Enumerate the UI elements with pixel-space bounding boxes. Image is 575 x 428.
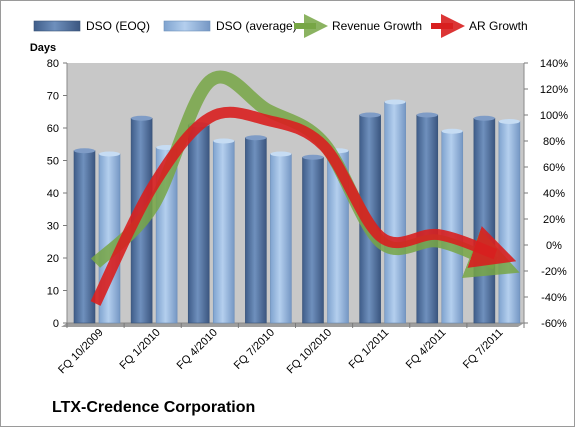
y2-tick-label: 20% — [543, 214, 565, 226]
bar-dso-average — [270, 153, 292, 324]
bar-cap — [441, 128, 463, 134]
y2-tick-label: 100% — [540, 110, 568, 122]
bars — [73, 99, 521, 324]
bar-cap — [473, 115, 495, 121]
y-tick-label: 50 — [47, 156, 59, 168]
legend-ar-growth: AR Growth — [431, 14, 528, 38]
y2-tick-label: -20% — [541, 266, 567, 278]
bar-dso-eoq — [187, 124, 210, 324]
bar-cap — [302, 154, 324, 160]
x-tick-label: FQ 4/2011 — [404, 327, 449, 372]
x-tick-label: FQ 7/2011 — [461, 327, 506, 372]
bar-dso-average — [384, 101, 406, 324]
bar-cap — [99, 151, 120, 157]
x-tick-label: FQ 10/2009 — [56, 327, 106, 377]
growth-lines — [90, 70, 520, 306]
revenue-growth-line — [90, 70, 520, 279]
ar-growth-line — [90, 106, 517, 306]
legend-swatch — [33, 20, 81, 32]
bar-dso-eoq — [73, 150, 96, 324]
y-tick-label: 0 — [53, 318, 59, 330]
bar-cap — [416, 112, 438, 118]
bar-dso-average — [498, 121, 521, 324]
x-tick-label: FQ 7/2010 — [232, 327, 277, 372]
bar-cap — [498, 119, 520, 124]
bar-dso-eoq — [473, 117, 496, 324]
y-tick-label: 80 — [47, 58, 59, 70]
y-tick-label: 70 — [47, 91, 59, 103]
company-title: LTX-Credence Corporation — [52, 399, 256, 416]
bar-cap — [270, 151, 292, 157]
y2-tick-label: 60% — [543, 162, 565, 174]
x-tick-label: FQ 10/2010 — [285, 327, 335, 377]
bar-cap — [74, 148, 95, 154]
y2-tick-label: -60% — [541, 318, 567, 330]
bar-cap — [213, 138, 235, 144]
y-tick-label: 40 — [47, 188, 59, 200]
bar-dso-average — [212, 140, 235, 324]
legend-swatch — [163, 20, 211, 32]
legend-label: DSO (average) — [216, 19, 297, 33]
y2-tick-label: 140% — [540, 58, 568, 70]
bar-cap — [359, 112, 381, 118]
x-tick-label: FQ 4/2010 — [175, 327, 220, 372]
y2-tick-label: 80% — [543, 136, 565, 148]
bar-dso-eoq — [245, 137, 267, 324]
y-tick-label: 20 — [47, 253, 59, 265]
y-tick-label: 30 — [47, 221, 59, 233]
y-tick-label: 10 — [47, 286, 59, 298]
y-axis-title: Days — [30, 42, 56, 54]
legend-label: AR Growth — [469, 19, 528, 33]
bar-cap — [131, 115, 153, 121]
legend-label: Revenue Growth — [332, 19, 422, 33]
y2-tick-label: 40% — [543, 188, 565, 200]
x-tick-label: FQ 1/2010 — [118, 327, 163, 372]
bar-dso-eoq — [302, 156, 324, 324]
legend-dso-average: DSO (average) — [163, 19, 297, 33]
x-tick-label: FQ 1/2011 — [347, 327, 392, 372]
bar-dso-average — [441, 130, 464, 324]
legend-label: DSO (EOQ) — [86, 19, 150, 33]
bar-dso-eoq — [416, 114, 439, 324]
plot-floor — [61, 323, 524, 327]
bar-cap — [245, 135, 267, 141]
legend: DSO (EOQ) DSO (average) Revenue Growth AR G… — [33, 14, 528, 38]
bar-cap — [384, 99, 406, 105]
y2-tick-label: 120% — [540, 84, 568, 96]
legend-dso-eoq: DSO (EOQ) — [33, 19, 150, 33]
y2-tick-label: -40% — [541, 292, 567, 304]
legend-revenue-growth: Revenue Growth — [294, 14, 422, 38]
y2-tick-label: 0% — [546, 240, 562, 252]
y-tick-label: 60 — [47, 123, 59, 135]
